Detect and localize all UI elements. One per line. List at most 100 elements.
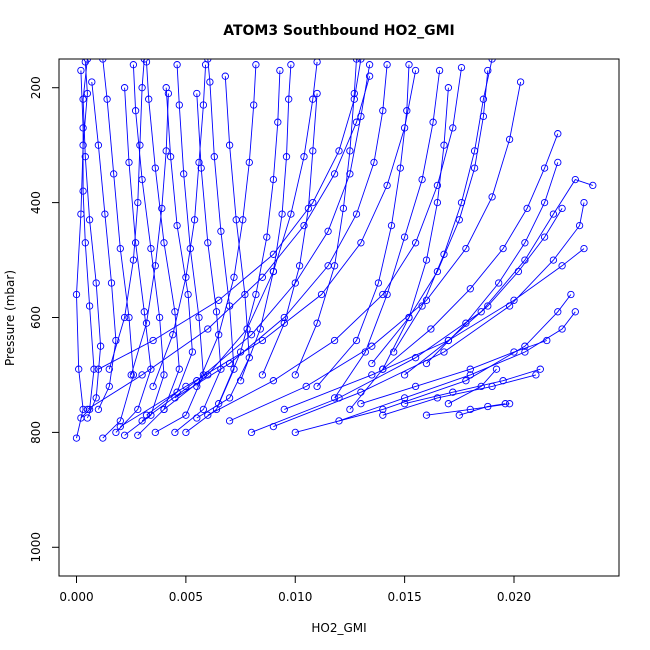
profile-line xyxy=(360,340,547,405)
data-point xyxy=(352,59,361,63)
data-point xyxy=(479,95,488,103)
profile-line xyxy=(240,64,292,381)
data-point xyxy=(470,164,479,172)
profile-line xyxy=(87,76,371,410)
data-point xyxy=(466,371,474,379)
data-point xyxy=(571,175,579,184)
data-point xyxy=(400,394,409,402)
data-point xyxy=(195,313,203,322)
data-point xyxy=(138,417,146,425)
data-point xyxy=(422,411,431,419)
data-point xyxy=(521,348,529,356)
data-point xyxy=(449,388,457,396)
profile-line xyxy=(382,374,537,416)
profile-line xyxy=(426,162,559,364)
profile-line xyxy=(124,64,165,436)
profile-line xyxy=(273,202,585,428)
data-point xyxy=(352,118,361,126)
data-point xyxy=(169,331,177,339)
data-point xyxy=(269,422,278,431)
profile-series xyxy=(335,308,579,425)
data-point xyxy=(217,365,225,373)
data-point xyxy=(250,101,258,109)
data-point xyxy=(155,313,164,322)
data-point xyxy=(92,279,100,287)
data-point xyxy=(510,348,518,356)
profile-line xyxy=(334,70,441,399)
data-point xyxy=(444,84,453,92)
data-point xyxy=(85,216,94,224)
data-point xyxy=(433,394,442,402)
data-point xyxy=(129,61,138,69)
data-point xyxy=(365,72,374,80)
data-point xyxy=(554,308,562,316)
data-point xyxy=(411,354,420,362)
data-point xyxy=(79,124,87,132)
data-point xyxy=(462,377,470,385)
data-point xyxy=(269,250,278,258)
data-point xyxy=(510,296,518,304)
profile-series xyxy=(193,72,253,422)
data-point xyxy=(300,221,308,230)
data-point xyxy=(230,273,238,281)
profile-series xyxy=(149,61,210,391)
data-point xyxy=(129,256,138,264)
data-point xyxy=(302,382,310,391)
profile-line xyxy=(294,59,357,376)
data-point xyxy=(370,158,378,167)
data-point xyxy=(558,204,566,213)
data-point xyxy=(536,365,544,373)
profile-series xyxy=(171,61,391,402)
x-tick-label: 0.005 xyxy=(169,590,203,604)
data-point xyxy=(230,365,238,373)
data-point xyxy=(433,181,442,190)
data-point xyxy=(352,336,361,345)
data-point xyxy=(330,170,339,178)
y-axis-label: Pressure (mbar) xyxy=(3,270,17,366)
data-point xyxy=(387,221,396,230)
data-point xyxy=(188,348,197,356)
data-point xyxy=(252,61,260,69)
profile-series xyxy=(193,61,260,391)
data-point xyxy=(540,198,549,207)
data-point xyxy=(116,417,124,425)
profile-line xyxy=(174,64,388,399)
data-point xyxy=(105,365,113,373)
data-point xyxy=(160,239,168,247)
data-point xyxy=(225,394,234,402)
data-point xyxy=(324,262,332,270)
data-point xyxy=(411,382,420,391)
data-point xyxy=(516,78,525,86)
profile-series xyxy=(258,89,321,379)
data-point xyxy=(164,89,173,98)
data-point xyxy=(291,371,299,379)
data-point xyxy=(383,61,391,69)
data-point xyxy=(173,61,181,69)
data-point xyxy=(317,290,326,299)
data-point xyxy=(258,273,267,281)
data-point xyxy=(291,279,299,287)
data-point xyxy=(247,331,256,339)
data-point xyxy=(280,319,288,327)
data-point xyxy=(523,204,531,213)
data-point xyxy=(492,365,501,373)
data-point xyxy=(484,302,492,310)
x-tick-label: 0.010 xyxy=(278,590,312,604)
profile-line xyxy=(229,81,522,422)
profile-series xyxy=(116,66,420,431)
data-point xyxy=(120,84,129,92)
profile-series xyxy=(280,244,588,414)
profile-series xyxy=(379,371,540,419)
data-point xyxy=(324,227,332,235)
data-point xyxy=(418,175,426,184)
data-point xyxy=(243,325,251,333)
data-point xyxy=(330,394,339,402)
profile-line xyxy=(115,87,152,433)
data-point xyxy=(313,59,321,66)
data-point xyxy=(488,59,496,63)
profile-series xyxy=(112,84,155,437)
profile-line xyxy=(196,64,257,387)
data-point xyxy=(136,141,144,149)
x-tick-label: 0.000 xyxy=(59,590,93,604)
data-point xyxy=(175,101,183,109)
